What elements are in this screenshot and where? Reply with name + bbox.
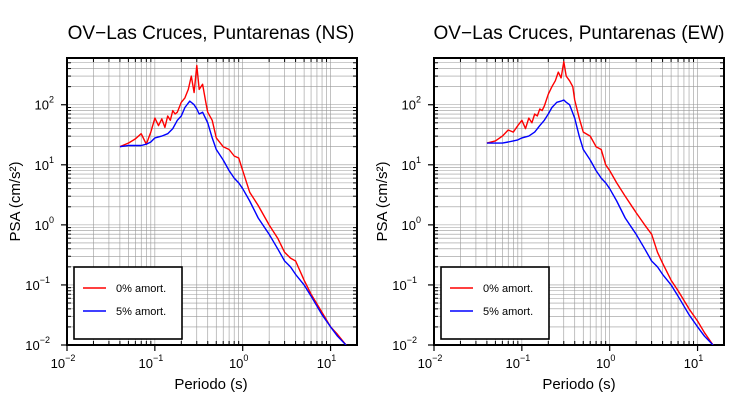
x-tick-exponent: 0 xyxy=(243,353,248,363)
y-tick-exponent: −1 xyxy=(407,275,417,285)
x-axis-label: Periodo (s) xyxy=(174,376,247,393)
x-tick-label: 100 xyxy=(596,353,615,371)
y-tick-label: 100 xyxy=(402,215,421,233)
y-tick-label: 100 xyxy=(35,215,54,233)
x-tick-label: 10−1 xyxy=(505,353,530,371)
x-tick-exponent: −1 xyxy=(520,353,530,363)
y-tick-exponent: 2 xyxy=(49,95,54,105)
x-axis-label: Periodo (s) xyxy=(542,376,615,393)
legend-label-0: 0% amort. xyxy=(483,283,533,295)
y-tick-label: 101 xyxy=(35,155,54,173)
y-tick-exponent: 0 xyxy=(416,215,421,225)
plot-frame xyxy=(433,57,725,346)
chart-title: OV−Las Cruces, Puntarenas (EW) xyxy=(434,23,725,44)
legend-label-1: 5% amort. xyxy=(483,306,533,318)
y-tick-exponent: −1 xyxy=(40,275,50,285)
x-tick-exponent: 1 xyxy=(698,353,703,363)
x-tick-exponent: 0 xyxy=(610,353,615,363)
y-tick-label: 101 xyxy=(402,155,421,173)
x-tick-label: 101 xyxy=(317,353,336,371)
y-tick-label: 102 xyxy=(35,95,54,113)
legend-box xyxy=(73,266,183,340)
chart-title: OV−Las Cruces, Puntarenas (NS) xyxy=(68,23,355,44)
y-tick-label: 102 xyxy=(402,95,421,113)
y-tick-exponent: −2 xyxy=(407,335,417,345)
legend: 0% amort. 5% amort. xyxy=(440,266,550,340)
y-tick-label: 10−2 xyxy=(25,335,50,353)
x-tick-label: 10−2 xyxy=(418,353,443,371)
x-tick-exponent: −1 xyxy=(153,353,163,363)
x-tick-exponent: −2 xyxy=(432,353,442,363)
x-tick-label: 100 xyxy=(229,353,248,371)
series-line-0 xyxy=(119,64,347,345)
legend-label-1: 5% amort. xyxy=(116,306,166,318)
y-axis-label: PSA (cm/s²) xyxy=(374,161,391,241)
y-tick-exponent: −2 xyxy=(40,335,50,345)
series-line-1 xyxy=(119,100,347,345)
y-tick-exponent: 1 xyxy=(49,155,54,165)
x-tick-label: 101 xyxy=(684,353,703,371)
legend-box xyxy=(440,266,550,340)
x-tick-label: 10−2 xyxy=(51,353,76,371)
y-tick-exponent: 2 xyxy=(416,95,421,105)
y-tick-exponent: 0 xyxy=(49,215,54,225)
y-tick-label: 10−1 xyxy=(392,275,417,293)
x-tick-exponent: 1 xyxy=(331,353,336,363)
legend: 0% amort. 5% amort. xyxy=(73,266,183,340)
y-axis-label: PSA (cm/s²) xyxy=(7,161,24,241)
y-tick-label: 10−1 xyxy=(25,275,50,293)
x-tick-label: 10−1 xyxy=(138,353,163,371)
legend-label-0: 0% amort. xyxy=(116,283,166,295)
plot-frame xyxy=(66,57,358,346)
x-tick-exponent: −2 xyxy=(65,353,75,363)
y-tick-label: 10−2 xyxy=(392,335,417,353)
series-line-0 xyxy=(486,61,714,345)
y-tick-exponent: 1 xyxy=(416,155,421,165)
series-line-1 xyxy=(486,99,714,345)
